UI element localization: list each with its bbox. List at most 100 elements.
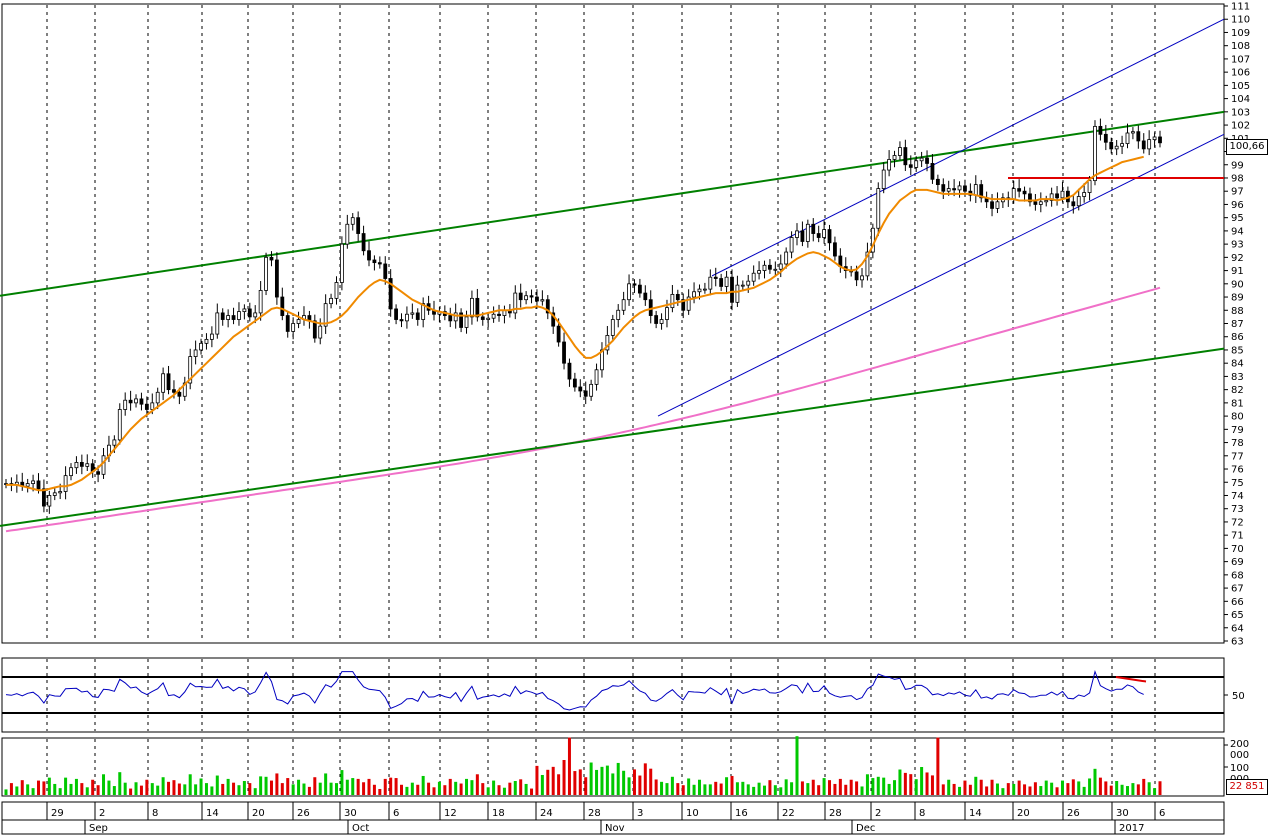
candle-body — [134, 398, 138, 404]
candle-body — [1060, 190, 1065, 199]
candle-body — [556, 325, 561, 343]
candle-body — [1125, 132, 1130, 144]
volume-bar — [670, 776, 674, 795]
volume-bar — [508, 782, 512, 795]
candle-body — [63, 475, 68, 492]
candle-body — [166, 373, 171, 391]
candle-body — [740, 284, 745, 287]
month-label: Sep — [89, 823, 108, 834]
candle-body — [242, 308, 247, 312]
volume-bar — [1142, 778, 1146, 795]
volume-bar — [1033, 782, 1037, 795]
candle-body — [58, 491, 63, 494]
volume-bar — [1039, 786, 1043, 795]
candle-body — [47, 495, 52, 507]
candle-body — [908, 164, 913, 168]
volume-bar — [567, 737, 571, 795]
candle-body — [199, 342, 203, 351]
candle-body — [675, 293, 680, 301]
price-tick-label: 69 — [1231, 557, 1244, 568]
candle-body — [410, 312, 415, 315]
volume-bar — [486, 787, 490, 795]
candle-body — [746, 280, 751, 286]
candle-body — [540, 299, 545, 302]
price-tick-label: 83 — [1231, 372, 1244, 383]
volume-bar — [286, 778, 290, 795]
volume-bar — [437, 781, 441, 795]
candle-body — [1082, 192, 1087, 197]
candle-body — [177, 391, 182, 397]
price-tick-label: 89 — [1231, 293, 1244, 304]
candle-body — [193, 349, 198, 357]
candle-body — [903, 147, 908, 166]
candle-body — [312, 320, 317, 339]
candle-body — [990, 201, 994, 209]
volume-bar — [1077, 781, 1081, 795]
candle-body — [85, 463, 90, 467]
volume-bar — [925, 772, 929, 795]
volume-bar — [259, 776, 263, 795]
price-tick-label: 85 — [1231, 345, 1244, 356]
volume-bar — [64, 777, 68, 795]
volume-bar — [91, 779, 95, 795]
volume-bar — [1098, 777, 1102, 795]
short-moving-average-line — [6, 155, 1144, 492]
volume-bar — [1044, 780, 1048, 795]
price-tick-label: 88 — [1231, 306, 1244, 317]
candle-body — [686, 296, 691, 311]
candle-body — [545, 299, 550, 314]
volume-bar — [817, 785, 821, 795]
volume-bar — [638, 775, 642, 795]
price-tick-label: 99 — [1231, 160, 1244, 171]
volume-bar — [995, 783, 999, 795]
candle-body — [215, 312, 220, 335]
candle-body — [1158, 136, 1162, 144]
candle-body — [25, 483, 30, 487]
candle-body — [486, 317, 491, 320]
volume-tick-200k: 200 000 — [1230, 739, 1250, 761]
candle-body — [383, 263, 388, 279]
price-tick-label: 81 — [1231, 398, 1244, 409]
candle-body — [150, 402, 155, 410]
candle-body — [372, 259, 377, 264]
candle-body — [31, 480, 35, 484]
candle-body — [572, 378, 577, 388]
volume-bar — [1082, 786, 1086, 795]
price-tick-label: 95 — [1231, 213, 1244, 224]
candle-body — [659, 319, 664, 324]
volume-bar — [307, 786, 311, 795]
price-tick-label: 72 — [1231, 517, 1244, 528]
candle-body — [822, 229, 826, 238]
price-tick-label: 93 — [1231, 240, 1244, 251]
candle-body — [562, 341, 566, 364]
candle-body — [74, 462, 79, 469]
candle-body — [621, 299, 626, 311]
date-tick-label: 28 — [588, 808, 601, 819]
candle-body — [795, 230, 799, 238]
volume-bar — [654, 779, 658, 795]
date-tick-label: 6 — [1159, 808, 1165, 819]
month-axis-frame — [1, 819, 1225, 835]
date-tick-label: 26 — [297, 808, 310, 819]
price-tick-label: 109 — [1231, 28, 1250, 39]
volume-bar — [898, 769, 902, 795]
volume-bar — [129, 788, 133, 795]
volume-bar — [692, 784, 696, 795]
volume-bar — [400, 784, 404, 795]
volume-bar — [865, 774, 869, 795]
price-tick-label: 111 — [1231, 2, 1250, 13]
rising-resistance-line — [711, 18, 1225, 277]
candle-body — [117, 409, 122, 441]
candle-body — [1136, 131, 1141, 142]
candle-body — [605, 335, 610, 351]
candle-body — [692, 291, 696, 298]
candle-body — [860, 275, 864, 281]
date-tick-label: 30 — [1116, 808, 1129, 819]
volume-bar — [622, 770, 626, 795]
price-tick-label: 64 — [1231, 623, 1244, 634]
price-tick-label: 94 — [1231, 226, 1244, 237]
price-tick-label: 82 — [1231, 385, 1244, 396]
candle-body — [399, 319, 404, 322]
candle-body — [887, 159, 892, 171]
